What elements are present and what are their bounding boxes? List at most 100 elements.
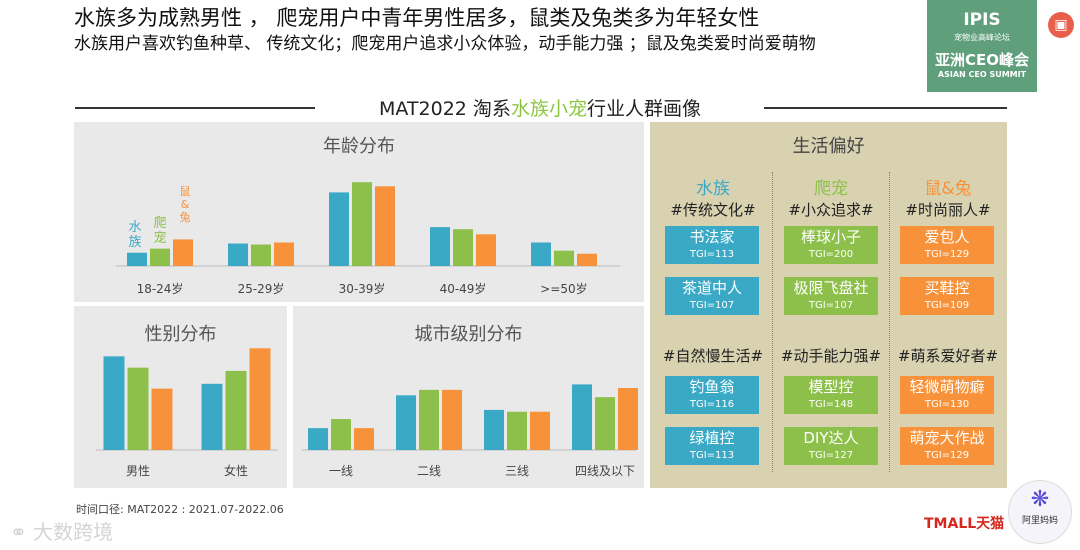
ipis-logo: IPIS 宠物业高峰论坛 亚洲CEO峰会 ASIAN CEO SUMMIT: [927, 0, 1037, 92]
tick-label: 男性: [126, 464, 150, 478]
card-reptile-4: DIY达人 TGI=127: [784, 427, 878, 465]
bar-aqua-0: [308, 428, 328, 450]
divider-2: [889, 172, 890, 472]
card-tgi: TGI=200: [808, 249, 854, 260]
card-name: 爱包人: [924, 228, 970, 246]
bar-reptile-0: [150, 248, 170, 266]
time-range-note: 时间口径: MAT2022 : 2021.07-2022.06: [76, 503, 284, 516]
col-reptile-tag2: #动手能力强#: [780, 347, 882, 365]
headline: 水族多为成熟男性 ， 爬宠用户中青年男性居多，鼠类及兔类多为年轻女性: [74, 6, 760, 30]
card-tgi: TGI=148: [808, 399, 854, 410]
bar-rodent-4: [577, 253, 597, 266]
card-name: 棒球小子: [800, 228, 861, 246]
weibo-icon: ⚭: [10, 520, 27, 544]
alimama-label: 阿里妈妈: [1021, 516, 1058, 526]
tick-label: 女性: [224, 463, 248, 478]
bar-rodent-2: [375, 186, 395, 266]
bar-aqua-0: [127, 252, 147, 266]
tick-label: >=50岁: [540, 281, 587, 296]
bar-rodent-0: [173, 239, 193, 266]
subheadline: 水族用户喜欢钓鱼种草、 传统文化；爬宠用户追求小众体验，动手能力强 ；鼠及兔类爱…: [74, 34, 816, 54]
card-aqua-3: 钓鱼翁 TGI=116: [665, 376, 759, 414]
tick-label: 40-49岁: [440, 281, 487, 296]
card-rodent-1: 爱包人 TGI=129: [900, 226, 994, 264]
col-rodent-tag2: #萌系爱好者#: [897, 347, 999, 365]
gender-chart-title: 性别分布: [144, 324, 217, 345]
banner-highlight: 水族小宠: [510, 98, 587, 120]
bar-rodent-0: [151, 388, 173, 450]
bar-reptile-3: [595, 397, 615, 450]
bar-rodent-1: [274, 242, 294, 266]
banner-line-right: [764, 107, 1007, 109]
card-name: 萌宠大作战: [909, 429, 985, 447]
card-name: DIY达人: [803, 429, 859, 447]
col-rodent-tag1: #时尚丽人#: [905, 201, 991, 219]
card-rodent-2: 买鞋控 TGI=109: [900, 277, 994, 315]
card-tgi: TGI=116: [689, 399, 735, 410]
bar-reptile-1: [225, 370, 247, 450]
card-reptile-2: 极限飞盘社 TGI=107: [784, 277, 878, 315]
legend-reptile: 爬宠: [153, 216, 167, 246]
card-tgi: TGI=107: [689, 300, 735, 311]
card-tgi: TGI=127: [808, 450, 854, 461]
card-tgi: TGI=130: [924, 399, 970, 410]
banner-prefix: MAT2022 淘系: [379, 98, 511, 120]
lifestyle-title: 生活偏好: [792, 136, 865, 157]
col-aqua-name: 水族: [696, 179, 730, 199]
bar-rodent-1: [249, 348, 271, 450]
legend-rodent: 鼠&兔: [179, 185, 191, 224]
card-aqua-1: 书法家 TGI=113: [665, 226, 759, 264]
bar-rodent-0: [354, 428, 374, 450]
card-name: 模型控: [808, 378, 854, 396]
bar-rodent-1: [442, 389, 462, 450]
age-chart-title: 年龄分布: [323, 136, 395, 157]
card-tgi: TGI=107: [808, 300, 854, 311]
bar-aqua-2: [329, 192, 349, 266]
bar-aqua-3: [572, 384, 592, 450]
card-name: 轻微萌物癖: [909, 378, 985, 396]
banner-line-left: [75, 107, 315, 109]
bar-rodent-3: [476, 234, 496, 266]
col-reptile-tag1: #小众追求#: [788, 201, 874, 219]
tick-label: 一线: [329, 464, 353, 478]
card-aqua-2: 茶道中人 TGI=107: [665, 277, 759, 315]
col-rodent-name: 鼠&兔: [924, 179, 972, 199]
card-tgi: TGI=129: [924, 450, 970, 461]
bar-reptile-1: [419, 389, 439, 450]
bar-aqua-1: [396, 395, 416, 450]
city-chart: 一线 二线 三线 四线及以下: [302, 384, 638, 478]
bar-aqua-3: [430, 227, 450, 266]
card-rodent-3: 轻微萌物癖 TGI=130: [900, 376, 994, 414]
tick-label: 三线: [505, 464, 529, 478]
card-tgi: TGI=129: [924, 249, 970, 260]
alimama-logo: ❋ 阿里妈妈: [1008, 480, 1072, 544]
ipis-logo-en: ASIAN CEO SUMMIT: [937, 70, 1027, 79]
tmall-logo: TMALL天猫: [924, 516, 1005, 532]
col-aqua-tag1: #传统文化#: [670, 201, 756, 219]
bar-reptile-2: [352, 182, 372, 266]
ipis-logo-sub: 宠物业高峰论坛: [954, 33, 1010, 42]
tick-label: 四线及以下: [575, 464, 635, 478]
card-name: 极限飞盘社: [793, 279, 869, 297]
bar-rodent-3: [618, 388, 638, 450]
bar-aqua-2: [484, 409, 504, 450]
bar-aqua-0: [103, 356, 125, 450]
card-reptile-1: 棒球小子 TGI=200: [784, 226, 878, 264]
document-icon[interactable]: ▣: [1048, 12, 1074, 38]
legend-aqua: 水族: [128, 220, 142, 250]
card-aqua-4: 绿植控 TGI=113: [665, 427, 759, 465]
bar-reptile-0: [127, 367, 149, 450]
ipis-logo-summit: 亚洲CEO峰会: [934, 51, 1029, 69]
tick-label: 30-39岁: [339, 281, 386, 296]
bar-reptile-2: [507, 411, 527, 450]
col-aqua-tag2: #自然慢生活#: [662, 347, 764, 365]
gender-chart: 男性 女性: [96, 348, 278, 478]
city-chart-title: 城市级别分布: [414, 324, 523, 345]
bar-aqua-1: [201, 383, 223, 450]
card-tgi: TGI=113: [689, 450, 735, 461]
bar-reptile-4: [554, 250, 574, 266]
banner-suffix: 行业人群画像: [586, 98, 701, 120]
bar-reptile-1: [251, 244, 271, 266]
watermark: ⚭ 大数跨境: [10, 516, 113, 545]
